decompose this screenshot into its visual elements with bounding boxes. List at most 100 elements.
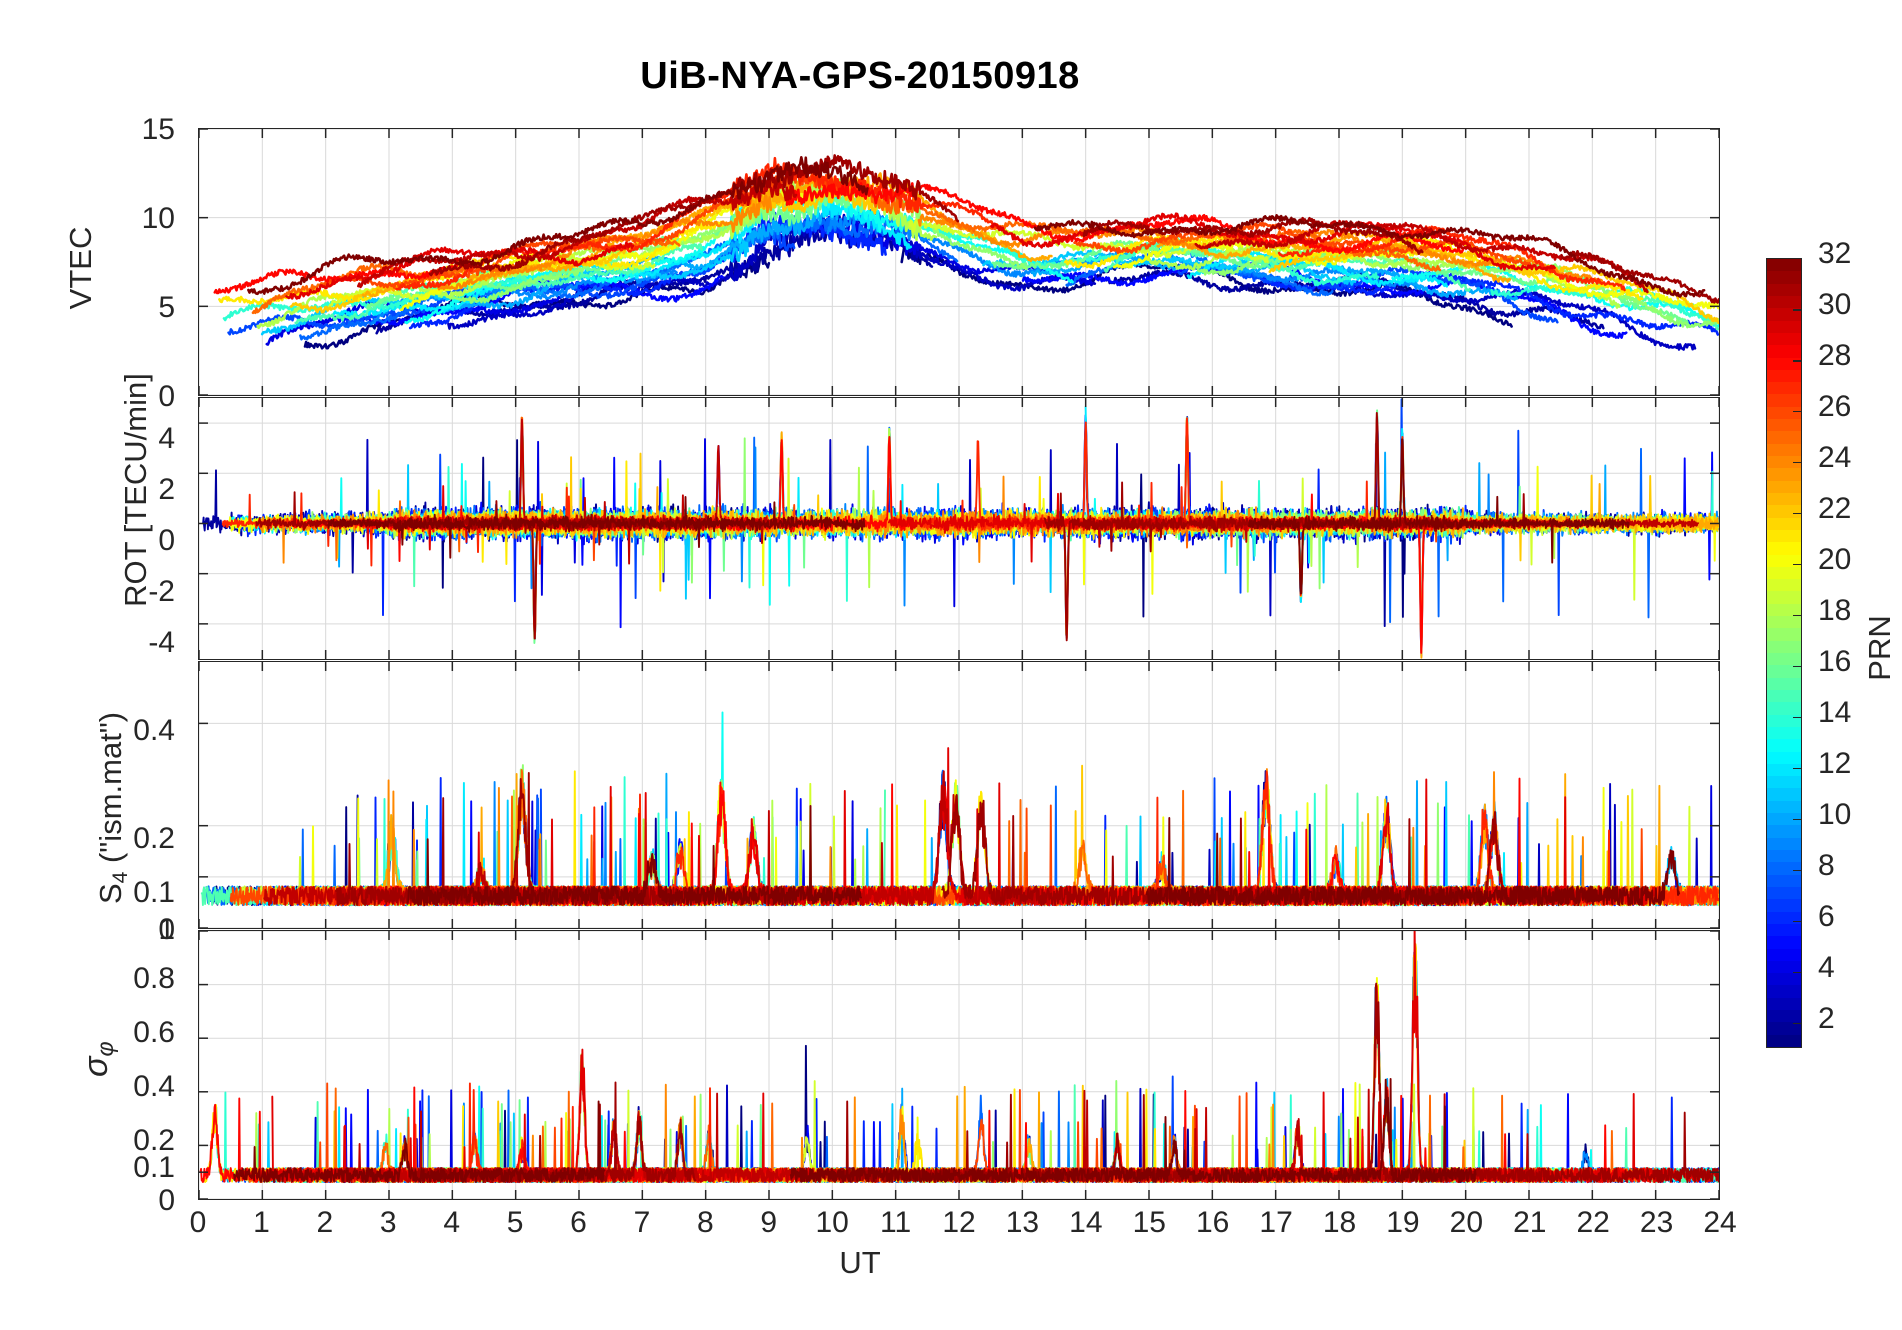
xtick-7: 7 xyxy=(633,1206,651,1239)
xtick-0: 0 xyxy=(189,1206,207,1239)
panel-s4 xyxy=(198,661,1720,929)
series-prn-6 xyxy=(1226,268,1719,336)
grid xyxy=(199,931,1719,1199)
colorbar-tickmark xyxy=(1793,563,1802,566)
colorbar-tickmark xyxy=(1793,308,1802,311)
xtick-15: 15 xyxy=(1132,1206,1166,1239)
colorbar-tickmark xyxy=(1793,1022,1802,1025)
data-series-group xyxy=(200,711,1719,907)
series-prn-27 xyxy=(922,417,1423,597)
xtick-8: 8 xyxy=(696,1206,714,1239)
ytick-rot-m4: -4 xyxy=(148,626,175,659)
ytick-vtec-5: 5 xyxy=(158,291,175,324)
tick-marks xyxy=(199,662,1719,928)
colorbar-tickmark xyxy=(1793,971,1802,974)
colorbar-tickmark xyxy=(1793,767,1802,770)
colorbar-tickmark xyxy=(1793,512,1802,515)
xtick-9: 9 xyxy=(760,1206,778,1239)
ytick-s4-02: 0.2 xyxy=(133,822,175,855)
colorbar-tickmark xyxy=(1793,614,1802,617)
xtick-10: 10 xyxy=(815,1206,849,1239)
series-prn-32 xyxy=(1033,214,1706,298)
colorbar-tick-16: 16 xyxy=(1818,644,1852,678)
ytick-vtec-15: 15 xyxy=(141,113,175,146)
figure-title: UiB-NYA-GPS-20150918 xyxy=(640,55,1080,97)
ytick-sp-06: 0.6 xyxy=(133,1016,175,1049)
ytick-rot-4: 4 xyxy=(158,422,175,455)
data-series-group xyxy=(199,931,1719,1184)
series-prn-30 xyxy=(357,179,798,289)
xtick-5: 5 xyxy=(506,1206,524,1239)
tick-marks xyxy=(199,931,1719,1199)
xtick-19: 19 xyxy=(1386,1206,1420,1239)
colorbar-tick-22: 22 xyxy=(1818,491,1852,525)
series-prn-8 xyxy=(1279,447,1701,657)
series-prn-32 xyxy=(1248,438,1630,595)
colorbar-tickmark xyxy=(1793,359,1802,362)
ytick-s4-0: 0 xyxy=(158,913,175,946)
panel-vtec xyxy=(198,128,1720,396)
ytick-sp-1: 1 xyxy=(158,913,175,946)
xtick-23: 23 xyxy=(1639,1206,1674,1239)
panel-sigma-phi-ylabel: σφ xyxy=(77,979,119,1139)
tick-marks xyxy=(199,398,1719,659)
colorbar-tick-6: 6 xyxy=(1818,899,1835,933)
xtick-14: 14 xyxy=(1069,1206,1103,1239)
colorbar-tick-24: 24 xyxy=(1818,440,1852,474)
colorbar-tick-14: 14 xyxy=(1818,695,1852,729)
ytick-rot-0: 0 xyxy=(158,524,175,557)
ytick-s4-04: 0.4 xyxy=(133,714,175,747)
ytick-rot-2: 2 xyxy=(158,473,175,506)
colorbar-tickmark xyxy=(1793,716,1802,719)
colorbar-tick-8: 8 xyxy=(1818,848,1835,882)
xtick-1: 1 xyxy=(253,1206,270,1239)
xtick-21: 21 xyxy=(1513,1206,1547,1239)
data-series-group xyxy=(213,154,1719,351)
series-prn-12 xyxy=(1084,406,1499,603)
colorbar-tick-2: 2 xyxy=(1818,1001,1835,1035)
p3-plot-area xyxy=(199,662,1719,928)
ytick-rot-m2: -2 xyxy=(148,575,175,608)
ytick-sp-04: 0.4 xyxy=(133,1070,175,1103)
colorbar-tick-26: 26 xyxy=(1818,389,1852,423)
series-prn-32 xyxy=(789,1077,1477,1184)
series-prn-30 xyxy=(1194,219,1649,294)
colorbar-tick-20: 20 xyxy=(1818,542,1852,576)
ytick-sp-02: 0.2 xyxy=(133,1124,175,1157)
ytick-sp-0: 0 xyxy=(158,1184,175,1217)
xtick-6: 6 xyxy=(570,1206,587,1239)
colorbar-tickmark xyxy=(1793,920,1802,923)
p2-plot-area xyxy=(199,398,1719,659)
xtick-13: 13 xyxy=(1005,1206,1040,1239)
data-series-group xyxy=(202,398,1719,659)
series-prn-32 xyxy=(247,156,869,296)
tick-marks xyxy=(199,129,1719,395)
series-prn-31 xyxy=(1560,250,1719,304)
xtick-11: 11 xyxy=(880,1206,912,1239)
colorbar-tickmark xyxy=(1793,665,1802,668)
ytick-vtec-0: 0 xyxy=(158,380,175,413)
colorbar-label: PRN xyxy=(1862,615,1897,681)
p4-plot-area xyxy=(199,931,1719,1199)
series-prn-23 xyxy=(1156,230,1512,283)
colorbar-tickmark xyxy=(1793,869,1802,872)
series-prn-7 xyxy=(1075,398,1609,617)
colorbar-tick-10: 10 xyxy=(1818,797,1852,831)
panel-vtec-ylabel: VTEC xyxy=(63,226,98,310)
colorbar-tick-4: 4 xyxy=(1818,950,1835,984)
series-prn-17 xyxy=(1157,417,1453,594)
colorbar-tick-30: 30 xyxy=(1818,287,1852,321)
colorbar-tick-18: 18 xyxy=(1818,593,1852,627)
panel-sigma-phi xyxy=(198,930,1720,1200)
series-prn-31 xyxy=(428,154,960,277)
xtick-3: 3 xyxy=(379,1206,397,1239)
colorbar-tick-32: 32 xyxy=(1818,237,1852,270)
xtick-24: 24 xyxy=(1703,1206,1737,1239)
series-prn-31 xyxy=(1082,216,1424,255)
xtick-20: 20 xyxy=(1449,1206,1484,1239)
series-prn-27 xyxy=(1277,225,1626,292)
series-prn-29 xyxy=(285,241,635,300)
xtick-2: 2 xyxy=(316,1206,334,1239)
colorbar-tick-12: 12 xyxy=(1818,746,1852,780)
ytick-sp-08: 0.8 xyxy=(133,962,175,995)
